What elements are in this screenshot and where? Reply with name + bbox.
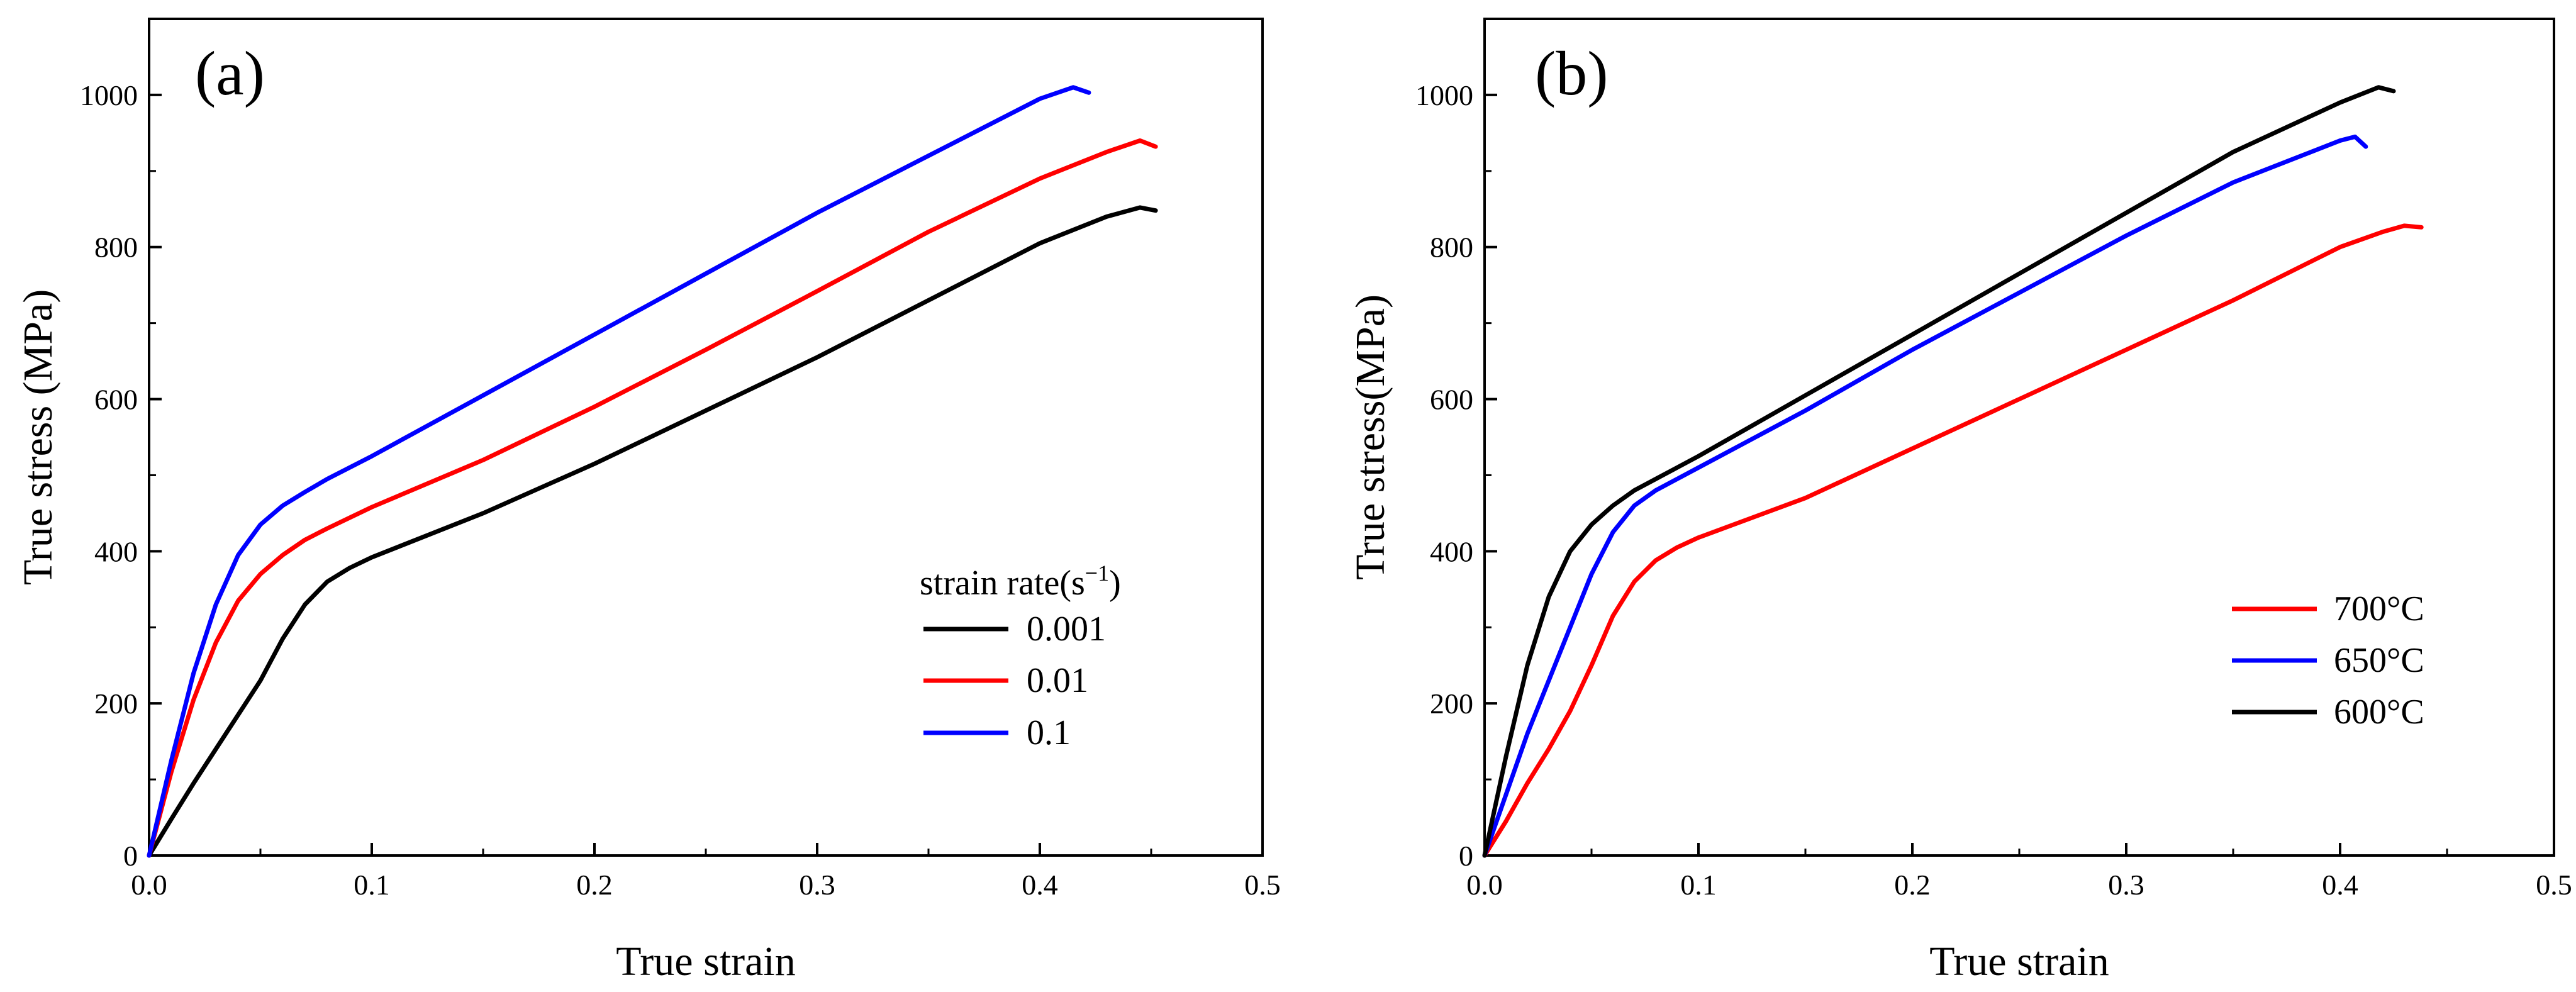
legend-label-600c: 600°C: [2334, 693, 2424, 732]
y-axis-title-a: True stress (MPa): [15, 289, 61, 586]
legend-label-0.1: 0.1: [1027, 713, 1071, 752]
legend-label-0.001: 0.001: [1027, 610, 1106, 649]
panel-label-b: (b): [1535, 38, 1609, 108]
y-axis-title-b: True stress(MPa): [1347, 294, 1393, 580]
series-line-01: [147, 85, 1091, 858]
y-tick-label: 800: [1430, 231, 1473, 264]
legend-b: 700°C 650°C 600°C: [2232, 589, 2424, 732]
series-line-650C: [1482, 134, 2368, 858]
x-tick-label: 0.3: [2108, 869, 2144, 901]
x-axis-title-b: True strain: [1929, 939, 2109, 984]
y-tick-label: 400: [1430, 535, 1473, 567]
y-tick-label: 200: [94, 688, 138, 720]
legend-a: strain rate(s−1) 0.001 0.01 0.1: [920, 560, 1121, 752]
legend-label-0.01: 0.01: [1027, 661, 1088, 700]
panel-label-a: (a): [195, 38, 265, 108]
legend-label-700c: 700°C: [2334, 589, 2424, 628]
y-tick-label: 0: [1459, 840, 1473, 872]
legend-title-end-a: ): [1109, 564, 1121, 603]
x-tick-label: 0.0: [1466, 869, 1503, 901]
series-line-600C: [1482, 85, 2396, 858]
x-tick-label: 0.5: [1244, 869, 1281, 901]
axis-ticks-a: 0.0 0.1 0.2 0.3 0.4 0.5 0 200 400 600 800 1000: [80, 18, 1281, 901]
x-tick-label: 0.1: [1680, 869, 1717, 901]
y-tick-label: 1000: [80, 79, 138, 111]
x-tick-label: 0.4: [1022, 869, 1058, 901]
x-tick-label: 0.1: [354, 869, 390, 901]
series-line-001: [147, 138, 1158, 858]
y-tick-label: 600: [94, 384, 138, 416]
y-tick-label: 200: [1430, 688, 1473, 720]
x-tick-label: 0.3: [799, 869, 835, 901]
axis-ticks-b: 0.0 0.1 0.2 0.3 0.4 0.5 0 200 400 600 800 1000: [1415, 18, 2572, 901]
y-tick-label: 0: [123, 840, 138, 872]
x-tick-label: 0.2: [1894, 869, 1931, 901]
series-line-0001: [147, 205, 1158, 858]
y-tick-label: 1000: [1415, 79, 1473, 111]
x-tick-label: 0.0: [131, 869, 167, 901]
x-tick-label: 0.2: [576, 869, 613, 901]
x-tick-label: 0.5: [2536, 869, 2572, 901]
x-axis-title-a: True strain: [616, 939, 795, 984]
legend-title-main-a: strain rate(s: [920, 564, 1085, 603]
y-tick-label: 400: [94, 535, 138, 567]
series-layer-b: [1482, 85, 2424, 858]
y-tick-label: 600: [1430, 384, 1473, 416]
series-layer-a: [147, 85, 1158, 858]
legend-title-sup-a: −1: [1085, 560, 1109, 586]
y-tick-label: 800: [94, 231, 138, 264]
x-tick-label: 0.4: [2322, 869, 2358, 901]
series-line-700C: [1482, 223, 2424, 858]
legend-title-a: strain rate(s−1): [920, 560, 1121, 603]
legend-label-650c: 650°C: [2334, 641, 2424, 680]
plot-frame-a: [148, 18, 1264, 857]
